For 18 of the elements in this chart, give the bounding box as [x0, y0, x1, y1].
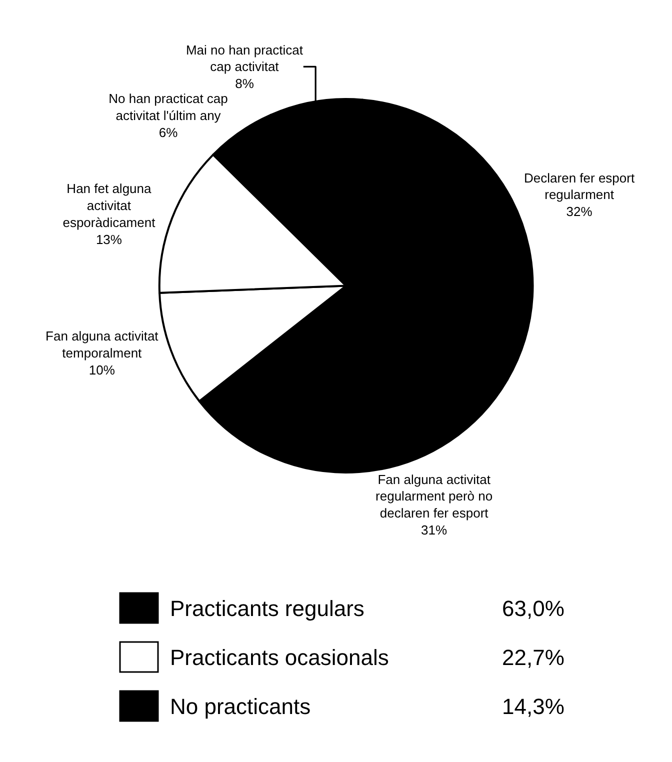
slice-label: Fan alguna activitat temporalment [46, 328, 159, 361]
data-label: 10% [88, 362, 116, 378]
data-label: 31% [421, 522, 448, 538]
text: 14,3% [502, 694, 564, 719]
category-label: Practicants ocasionals [170, 645, 389, 670]
data-label: 6% [158, 124, 178, 140]
slice-label: Declaren fer esport regularment [524, 170, 635, 202]
data-label: 13% [96, 232, 122, 247]
slice-label: No han practicat cap activitat l'últim any [108, 91, 228, 124]
category-label: Practicants regulars [170, 596, 364, 621]
data-label: 8% [235, 76, 254, 92]
data-label: 32% [566, 204, 593, 220]
slice-label: Fan alguna activitat regularment però no declaren fer esport [376, 472, 493, 521]
slice-label: Han fet alguna activitat esporàdicament [62, 181, 156, 230]
slice-label: Mai no han practicat cap activitat [186, 42, 304, 74]
category-label: No practicants [170, 694, 311, 719]
text: 22,7% [502, 645, 564, 670]
text: 63,0% [502, 596, 564, 621]
